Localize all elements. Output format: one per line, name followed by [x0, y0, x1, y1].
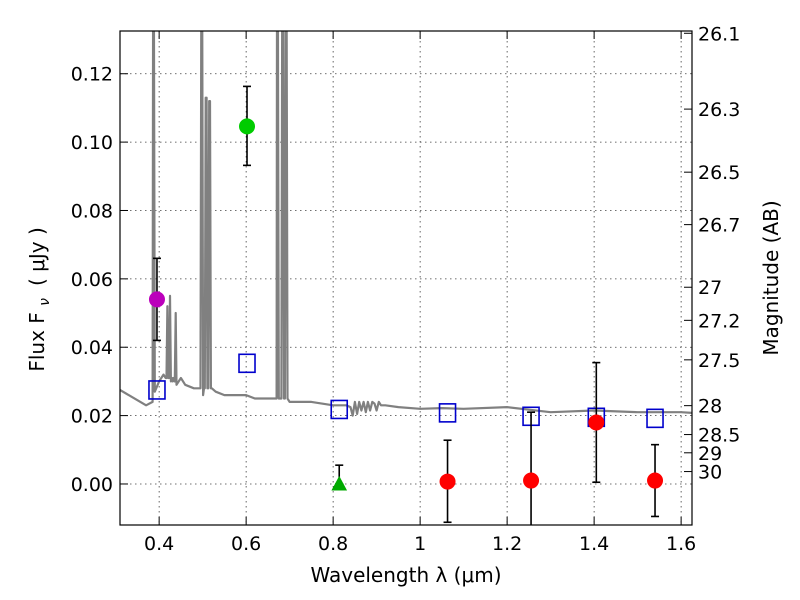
x-tick-label: 0.6 [231, 533, 261, 555]
data-point [239, 118, 256, 135]
mag-tick-label: 29 [698, 443, 722, 465]
x-tick-label: 0.8 [318, 533, 348, 555]
data-point [647, 472, 664, 489]
y-axis-label-right: Magnitude (AB) [759, 200, 783, 355]
y-axis-label-left-unit: ( μJy ) [25, 227, 49, 286]
y-tick-label: 0.12 [71, 64, 113, 86]
model-photometry-square [438, 403, 457, 423]
data-point [588, 414, 605, 431]
y-tick-label: 0.10 [71, 132, 113, 154]
grid-lines [120, 31, 692, 525]
data-point [148, 291, 165, 308]
mag-tick-label: 27 [698, 277, 722, 299]
y-tick-label: 0.06 [71, 269, 113, 291]
upper-limit-triangle [331, 475, 348, 491]
y-tick-label: 0.02 [71, 406, 113, 428]
x-tick-label: 1.4 [579, 533, 609, 555]
spectrum-line [120, 31, 692, 417]
y-tick-label: 0.00 [71, 474, 113, 496]
y-tick-label: 0.08 [71, 200, 113, 222]
mag-tick-label: 30 [698, 462, 722, 484]
mag-tick-label: 26.3 [698, 99, 740, 121]
model-photometry-square [238, 353, 256, 374]
data-markers [148, 85, 664, 525]
labels: Wavelength λ (μm) Flux F ν ( μJy ) Magni… [25, 200, 783, 587]
plot-frame [119, 30, 693, 526]
model-photometry-square [646, 408, 664, 429]
mag-tick-label: 26.5 [698, 162, 740, 184]
data-point [439, 473, 456, 490]
mag-tick-label: 26.7 [698, 215, 740, 237]
y-axis-label-left: Flux F ν [25, 298, 53, 372]
x-tick-label: 1 [414, 533, 426, 555]
y-tick-label: 0.04 [71, 337, 113, 359]
mag-tick-label: 27.2 [698, 310, 740, 332]
mag-tick-label: 28 [698, 396, 722, 418]
mag-tick-label: 26.1 [698, 23, 740, 45]
x-tick-label: 0.4 [144, 533, 174, 555]
model-spectrum [120, 31, 692, 417]
mag-tick-label: 27.5 [698, 350, 740, 372]
mag-tick-label: 28.5 [698, 425, 740, 447]
data-point [523, 472, 540, 489]
axes: 0.4 0.6 0.8 1 1.2 1.4 1.6 0.00 0.02 0.04 0.06 0.08 0… [71, 23, 741, 555]
x-tick-label: 1.2 [492, 533, 522, 555]
x-tick-label: 1.6 [666, 533, 696, 555]
model-photometry-square [148, 380, 166, 400]
y-axis-label-left-sub: ν [37, 298, 53, 306]
model-photometry-square [330, 399, 349, 420]
x-axis-label: Wavelength λ (μm) [310, 563, 501, 587]
